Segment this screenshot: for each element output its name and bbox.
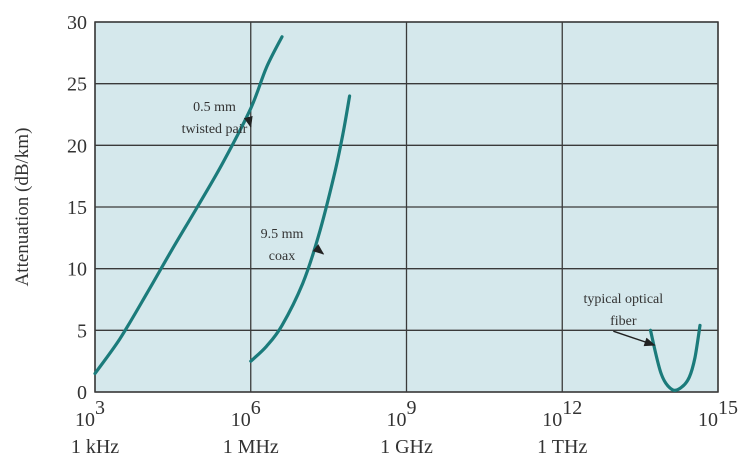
annotation-text: coax: [269, 249, 295, 264]
x-tick-exponent: 3: [95, 397, 105, 419]
y-axis-label: Attenuation (dB/km): [12, 128, 33, 287]
x-tick-frequency: 1 MHz: [223, 436, 279, 458]
x-tick-label: 10: [75, 409, 95, 431]
series-curves: [93, 35, 702, 392]
y-tick-label: 0: [77, 382, 87, 404]
annotation-text: typical optical: [583, 292, 663, 307]
annotation-arrow: [312, 244, 325, 255]
y-tick-label: 25: [67, 74, 87, 96]
y-tick-label: 20: [67, 135, 87, 157]
x-tick-frequency: 1 THz: [537, 436, 587, 458]
x-tick-exponent: 6: [251, 397, 261, 419]
y-tick-label: 15: [67, 197, 87, 219]
annotation-text: 9.5 mm: [261, 227, 304, 242]
x-tick-frequency: 1 kHz: [71, 436, 119, 458]
annotation-text: 0.5 mm: [193, 100, 236, 115]
x-tick-label: 10: [542, 409, 562, 431]
series-line-2: [249, 94, 352, 363]
annotation: typical optical fiber: [583, 292, 663, 347]
y-tick-label: 10: [67, 259, 87, 281]
x-tick-frequency: 1 GHz: [380, 436, 433, 458]
grid: [94, 21, 719, 393]
x-tick-label: 10: [387, 409, 407, 431]
annotation-arrow: [243, 115, 253, 128]
annotation-arrow: [613, 330, 656, 347]
series-line-3: [648, 323, 702, 392]
x-tick-exponent: 9: [407, 397, 417, 419]
annotations: 0.5 mm twisted pair 9.5 mm coax typical opti…: [182, 100, 663, 347]
annotation-text: fiber: [610, 314, 637, 329]
annotation: 9.5 mm coax: [261, 227, 325, 264]
y-tick-label: 30: [67, 12, 87, 34]
y-axis-ticks: 0 5 10 15 20 25 30: [67, 12, 87, 404]
series-line-1: [93, 35, 284, 376]
x-tick-exponent: 12: [562, 397, 582, 419]
x-tick-label: 10: [231, 409, 251, 431]
x-tick-label: 10: [698, 409, 718, 431]
y-tick-label: 5: [77, 320, 87, 342]
x-tick-exponent: 15: [718, 397, 738, 419]
annotation: 0.5 mm twisted pair: [182, 100, 253, 137]
annotation-text: twisted pair: [182, 122, 248, 137]
